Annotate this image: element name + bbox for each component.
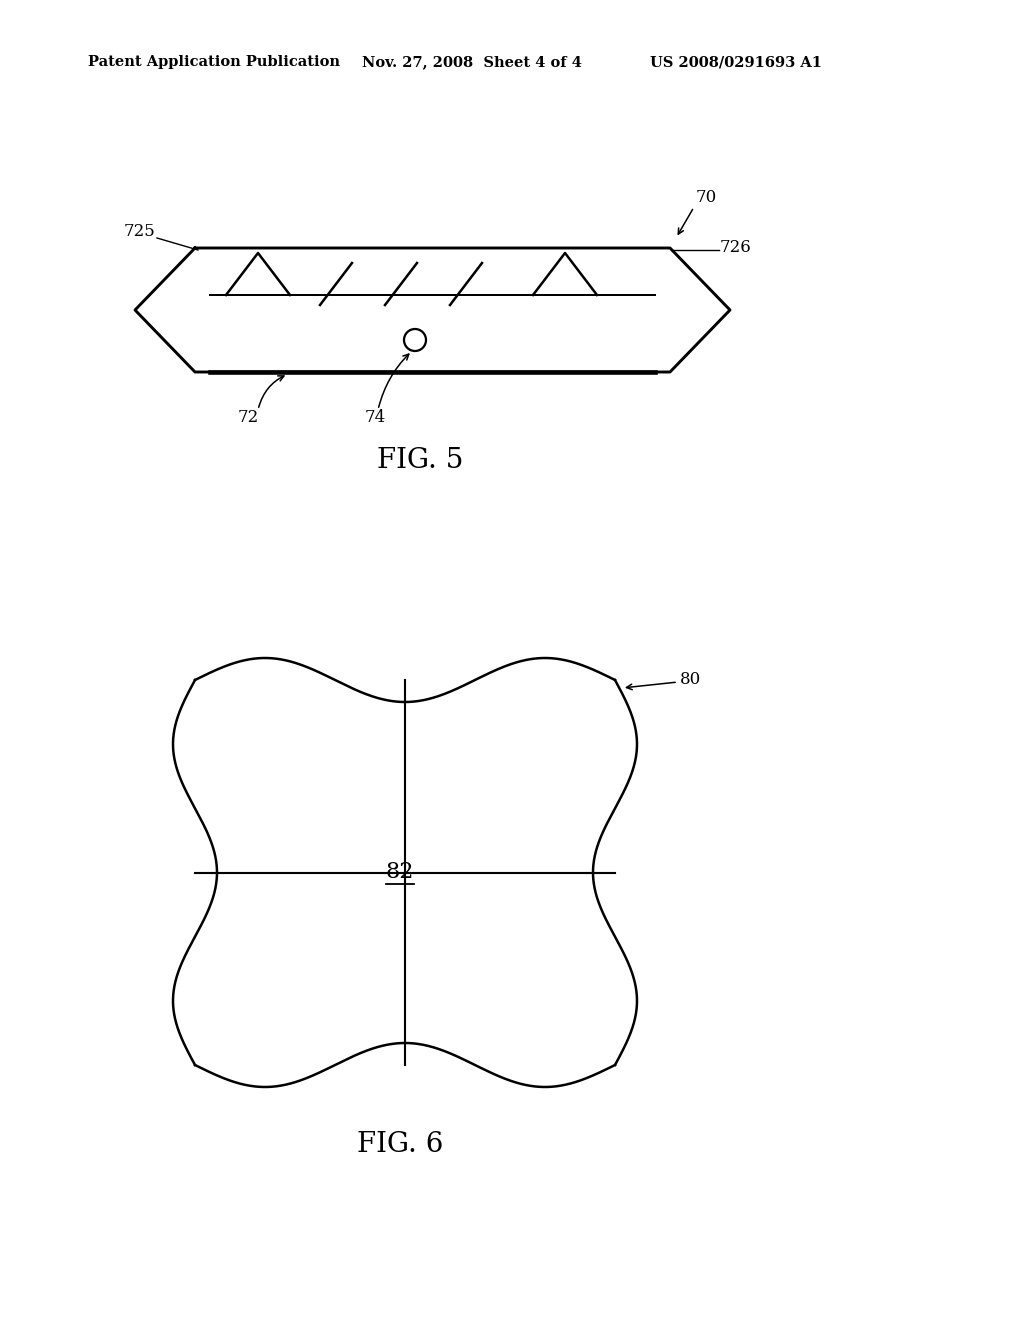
Text: 72: 72 [238,409,259,426]
Text: FIG. 5: FIG. 5 [377,446,463,474]
Text: Nov. 27, 2008  Sheet 4 of 4: Nov. 27, 2008 Sheet 4 of 4 [362,55,582,69]
Text: 80: 80 [680,672,701,689]
Text: 82: 82 [386,861,414,883]
Text: FIG. 6: FIG. 6 [356,1131,443,1159]
Text: 70: 70 [696,190,717,206]
Text: US 2008/0291693 A1: US 2008/0291693 A1 [650,55,822,69]
Text: 725: 725 [123,223,155,240]
Text: Patent Application Publication: Patent Application Publication [88,55,340,69]
Text: 74: 74 [365,409,386,426]
Text: 726: 726 [720,239,752,256]
